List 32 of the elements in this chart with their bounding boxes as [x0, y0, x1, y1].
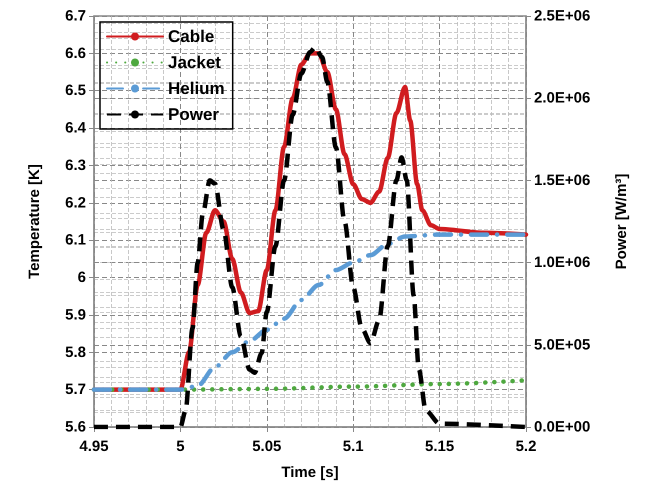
x-axis-title: Time [s]	[281, 464, 339, 481]
y-tick-label: 5.6	[65, 418, 86, 436]
legend-label: Helium	[168, 79, 225, 98]
y-tick-label: 6.1	[65, 232, 86, 249]
x-tick-label: 5.2	[516, 438, 536, 455]
y-tick-label: 5.8	[65, 344, 86, 361]
legend-label: Power	[168, 105, 220, 124]
y-tick-label: 6.6	[65, 44, 86, 62]
x-tick-label: 5	[176, 438, 185, 455]
y2-tick-label: 1.0E+06	[534, 254, 590, 272]
y-tick-label: 6.2	[65, 194, 86, 212]
y2-tick-label: 1.5E+06	[534, 172, 590, 189]
x-tick-label: 5.15	[425, 438, 454, 455]
y-tick-label: 5.7	[65, 381, 86, 398]
y-tick-label: 6	[78, 269, 86, 286]
y-tick-label: 5.9	[65, 306, 86, 324]
y2-tick-label: 0.0E+00	[534, 418, 590, 436]
y2-tick-label: 2.0E+06	[534, 90, 590, 107]
legend-label: Cable	[168, 27, 214, 46]
y-tick-label: 6.7	[65, 8, 86, 24]
y2-axis-title: Power [W/m³]	[613, 174, 630, 270]
line-series	[92, 232, 528, 392]
y-tick-label: 6.5	[65, 82, 86, 100]
y2-tick-label: 5.0E+05	[534, 336, 590, 354]
legend-label: Jacket	[168, 53, 222, 72]
x-tick-label: 5.05	[252, 438, 282, 455]
y-tick-label: 6.4	[65, 120, 87, 137]
x-tick-label: 5.1	[342, 438, 364, 455]
y2-tick-label: 2.5E+06	[534, 8, 590, 24]
y-tick-label: 6.3	[65, 156, 86, 174]
y-axis-title: Temperature [K]	[26, 164, 43, 279]
x-tick-label: 4.95	[79, 438, 109, 455]
